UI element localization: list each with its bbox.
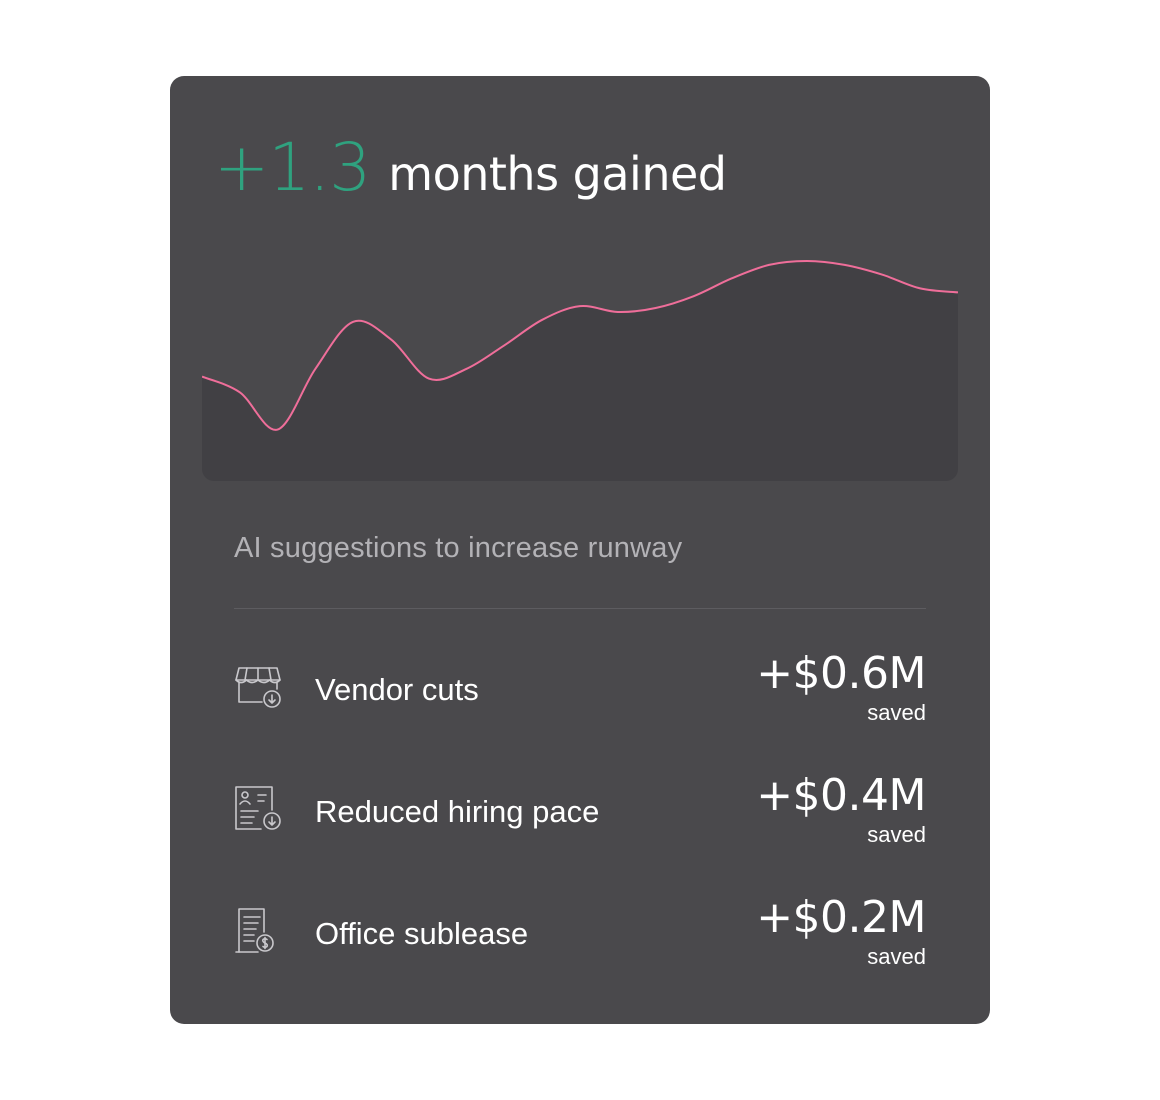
runway-chart	[202, 251, 958, 481]
runway-area-chart	[202, 259, 958, 481]
receipt-dollar-icon	[234, 906, 284, 956]
storefront-download-icon	[234, 662, 284, 712]
suggestion-amount: +$0.4M	[756, 770, 926, 821]
divider	[234, 608, 926, 609]
suggestions-title: AI suggestions to increase runway	[234, 532, 683, 564]
chart-series-line	[202, 259, 958, 431]
months-gained-label: months gained	[388, 147, 727, 201]
suggestion-note: saved	[867, 944, 926, 969]
suggestion-label: Reduced hiring pace	[315, 794, 600, 829]
suggestion-office-sublease[interactable]: Office sublease +$0.2M saved	[234, 892, 926, 972]
suggestion-reduced-hiring-pace[interactable]: Reduced hiring pace +$0.4M saved	[234, 770, 926, 850]
suggestion-label: Vendor cuts	[315, 672, 479, 707]
months-gained-value: +1.3	[214, 129, 371, 206]
profile-document-download-icon	[234, 784, 284, 834]
suggestion-note: saved	[867, 700, 926, 725]
suggestion-vendor-cuts[interactable]: Vendor cuts +$0.6M saved	[234, 648, 926, 728]
runway-card: +1.3 months gained AI suggestions to inc…	[170, 76, 990, 1024]
suggestion-label: Office sublease	[315, 916, 529, 951]
suggestion-amount: +$0.6M	[756, 648, 926, 699]
chart-area-fill	[202, 261, 958, 481]
suggestion-amount: +$0.2M	[756, 892, 926, 943]
runway-headline: +1.3 months gained	[214, 128, 727, 208]
suggestion-note: saved	[867, 822, 926, 847]
